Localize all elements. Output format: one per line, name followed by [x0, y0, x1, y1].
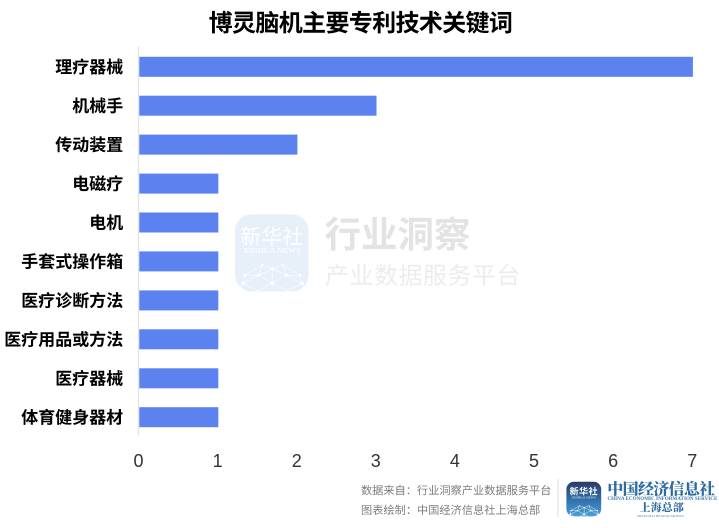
- svg-text:6: 6: [608, 451, 618, 471]
- svg-text:CHINA ECONOMIC INFORMATION SER: CHINA ECONOMIC INFORMATION SERVICE: [608, 496, 718, 502]
- svg-text:3: 3: [371, 451, 381, 471]
- svg-text:SHANGHAI HEADQUARTERS: SHANGHAI HEADQUARTERS: [637, 514, 684, 518]
- svg-text:1: 1: [213, 451, 223, 471]
- svg-text:2: 2: [292, 451, 302, 471]
- svg-text:7: 7: [687, 451, 697, 471]
- svg-text:0: 0: [133, 451, 143, 471]
- svg-text:XINHUA NEWS: XINHUA NEWS: [243, 246, 301, 255]
- svg-text:5: 5: [529, 451, 539, 471]
- svg-text:4: 4: [450, 451, 460, 471]
- svg-text:XINHUA NEWS: XINHUA NEWS: [572, 495, 596, 499]
